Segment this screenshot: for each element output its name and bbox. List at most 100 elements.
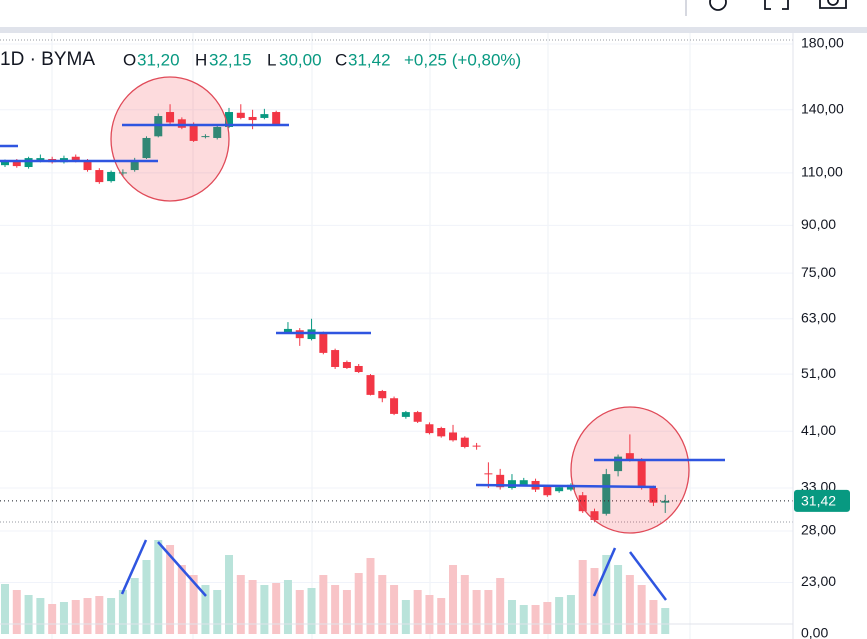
volume-bar [578,560,587,634]
y-tick-label: 180,00 [801,35,844,51]
candle-body [1,161,9,166]
volume-bar [602,555,611,634]
candle-body [166,112,175,123]
candle-body [201,136,210,138]
candle-body [272,112,281,124]
toolbar-icons [685,0,847,16]
candle-body [118,172,127,174]
symbol[interactable]: 1D · BYMA [0,49,95,70]
y-tick-label: 63,00 [801,309,836,325]
candle-body [449,432,458,441]
volume-pane [1,540,670,634]
volume-bar [189,575,198,634]
candle-body [366,375,375,395]
volume-bar [319,575,328,634]
volume-bar [614,565,623,634]
volume-bar [260,585,269,634]
volume-bar [354,573,363,634]
volume-bar [213,590,222,634]
highlight-circle[interactable] [110,76,230,202]
volume-bar [107,598,116,634]
y-tick-label: 41,00 [801,422,836,438]
legend-header: 1D · BYMA O 31,20 H 32,15 L 30,00 C 31,4… [0,49,521,70]
volume-bar [12,590,21,634]
candle-body [24,158,33,168]
volume-bar [449,565,458,634]
volume-bar [1,584,9,634]
volume-bar [625,575,634,634]
candle-body [602,474,611,514]
volume-bar [472,590,481,634]
candle-body [637,459,646,488]
volume-bar [130,578,139,634]
candle-body [36,158,45,162]
candle-body [378,391,387,399]
volume-bar [248,580,257,634]
volume-bar [637,585,646,634]
price-axis [793,33,867,639]
volume-bar [413,590,422,634]
volume-bar [24,595,33,634]
price-axis-labels: 180,00 140,00 110,00 90,00 75,00 63,00 51,00 41… [794,35,850,639]
trend-line[interactable] [629,551,667,601]
candle-body [460,437,469,447]
last-price-badge [794,489,850,512]
trend-line[interactable] [120,539,148,595]
candle-body [107,171,116,182]
y-tick-label: 110,00 [801,164,843,180]
candle-body [578,495,587,512]
candle-body [484,473,493,475]
candle-body [142,137,151,159]
candle-body [236,112,245,118]
low-value: 30,00 [279,50,322,69]
candle-body [248,116,257,121]
volume-bar [378,575,387,634]
volume-bar [177,565,186,634]
candle-body [390,398,399,414]
candle-body [260,114,269,118]
trend-line[interactable] [592,547,617,597]
snapshot-lens [827,0,839,6]
drawings [0,76,725,601]
trend-line[interactable] [157,541,207,597]
volume-bar [649,600,658,634]
candle-body [213,126,222,138]
volume-bar [154,540,163,634]
candle-body [614,456,623,472]
volume-bar [390,585,399,634]
volume-bar [295,590,304,634]
volume-bar [307,588,316,634]
volume-bar [201,585,210,634]
candle-body [413,412,422,422]
trend-line[interactable] [475,483,657,489]
candle-body [225,112,234,127]
candle-body [130,160,139,171]
candle-body [590,511,599,521]
candle-body [12,160,21,167]
close-label: C [335,50,347,69]
volume-bar [272,583,281,634]
volume-bar [236,575,245,634]
highlight-circle[interactable] [570,406,690,534]
volume-bar [437,598,446,634]
volume-bar [484,590,493,634]
fullscreen-icon[interactable] [764,0,789,10]
candle-body [425,424,434,434]
y-tick-label: 28,00 [801,522,836,538]
close-value: 31,42 [348,50,391,69]
low-label: L [267,50,276,69]
volume-bar [71,600,80,634]
y-tick-label: 23,00 [801,573,836,589]
candle-body [283,328,292,333]
candle-body [519,480,528,485]
settings-icon[interactable] [709,0,727,11]
y-tick-label: 90,00 [801,216,836,232]
volume-bar [496,578,505,634]
volume-bar [661,608,670,634]
volume-bar [425,595,434,634]
volume-bar [95,596,104,634]
volume-bar [283,580,292,634]
candle-body [83,161,92,171]
snapshot-icon[interactable] [819,0,847,9]
